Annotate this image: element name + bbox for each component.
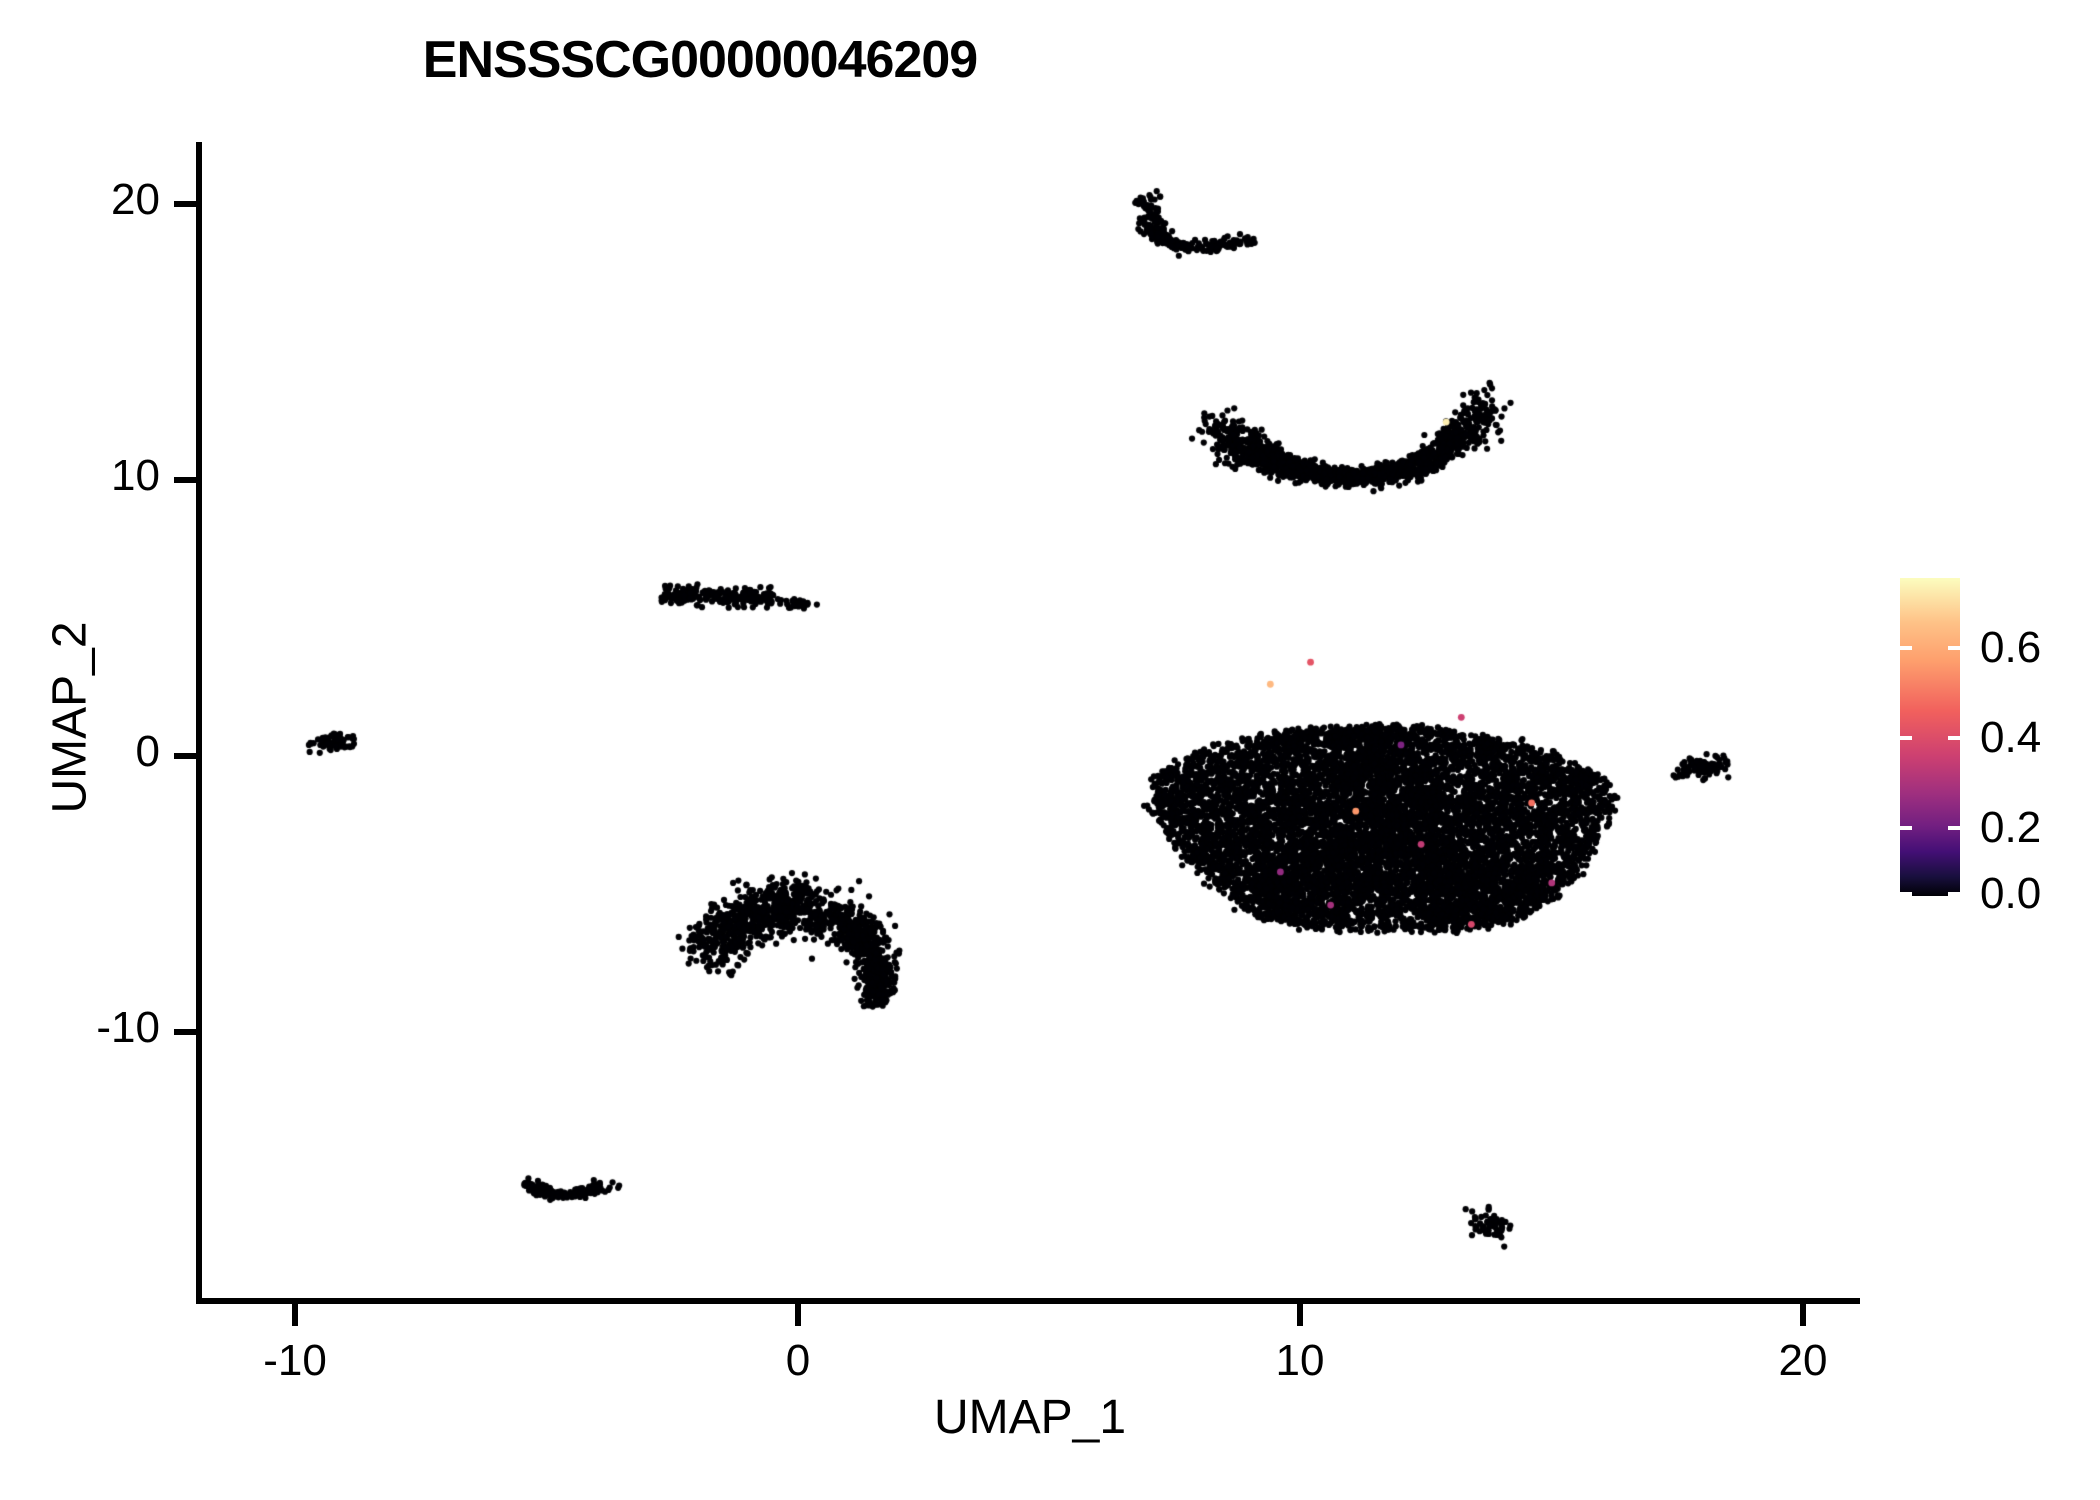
legend-tick-0.6-left: [1900, 646, 1912, 650]
y-tick-mark-0: [174, 753, 196, 759]
x-tick-mark-10: [1297, 1304, 1303, 1326]
y-tick-label--10: -10: [96, 1003, 160, 1052]
x-tick-label-10: 10: [1275, 1336, 1325, 1385]
page-title: ENSSSCG00000046209: [422, 31, 978, 89]
x-tick-label-20: 20: [1778, 1336, 1828, 1385]
x-tick-mark-0: [795, 1304, 801, 1326]
x-tick-mark--10: [292, 1304, 298, 1326]
legend-tick-0.6-right: [1948, 646, 1960, 650]
legend-label-0.4: 0.4: [1980, 713, 2042, 762]
x-axis-line: [196, 1298, 1860, 1304]
legend-tick-0.2-left: [1900, 826, 1912, 830]
y-tick-label-10: 10: [111, 451, 160, 500]
legend-tick-0.2-right: [1948, 826, 1960, 830]
x-tick-label-0: 0: [785, 1336, 811, 1385]
legend-tick-0.0-right: [1948, 892, 1960, 896]
y-tick-mark--10: [174, 1029, 196, 1035]
x-tick-mark-20: [1800, 1304, 1806, 1326]
legend-tick-0.4-right: [1948, 736, 1960, 740]
legend-tick-0.0-left: [1900, 892, 1912, 896]
x-tick-label--10: -10: [263, 1336, 327, 1385]
legend-tick-0.4-left: [1900, 736, 1912, 740]
y-axis-line: [196, 142, 202, 1304]
scatter-plot-canvas: [200, 142, 1860, 1302]
y-tick-mark-20: [174, 201, 196, 207]
legend-label-0.2: 0.2: [1980, 803, 2042, 852]
y-axis-title: UMAP_2: [43, 621, 97, 814]
x-axis-title: UMAP_1: [933, 1391, 1127, 1444]
legend-label-0.0: 0.0: [1980, 869, 2042, 918]
y-tick-mark-10: [174, 477, 196, 483]
color-legend: 0.6 0.4 0.2 0.0: [1900, 578, 2090, 918]
y-tick-label-20: 20: [111, 175, 160, 224]
legend-label-0.6: 0.6: [1980, 623, 2042, 672]
plot-panel: [200, 142, 1860, 1302]
y-tick-label-0: 0: [135, 727, 160, 776]
